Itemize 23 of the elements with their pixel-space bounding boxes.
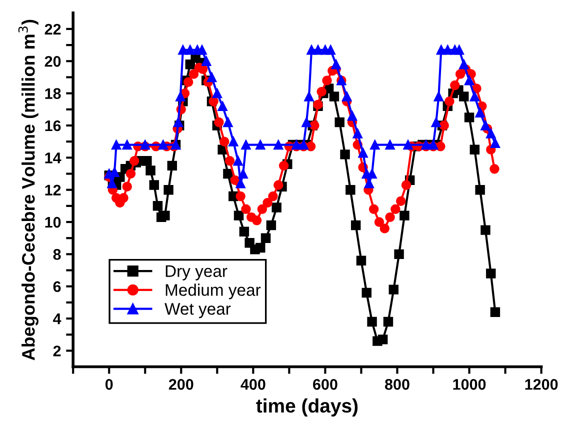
legend-label: Wet year bbox=[164, 303, 231, 318]
x-tick-label: 200 bbox=[168, 379, 194, 390]
y-axis-title: Abegondo-Cecebre Volume (million m$^{3}$) bbox=[18, 20, 38, 360]
y-tick-label: 10 bbox=[45, 216, 61, 228]
x-axis-title: time (days) bbox=[256, 398, 358, 417]
y-tick-label: 18 bbox=[45, 88, 61, 99]
y-tick-label: 14 bbox=[45, 152, 62, 164]
legend-label: Medium year bbox=[166, 284, 261, 300]
x-tick-label: 1000 bbox=[453, 379, 486, 390]
x-tick-label: 800 bbox=[384, 379, 410, 390]
y-tick-label: 16 bbox=[45, 120, 61, 132]
y-tick-label: 12 bbox=[45, 184, 61, 196]
y-tick-label: 20 bbox=[44, 56, 61, 67]
y-tick-label: 4 bbox=[53, 314, 62, 324]
x-tick-label: 1200 bbox=[525, 379, 558, 390]
x-tick-label: 0 bbox=[105, 379, 113, 390]
x-tick-label: 600 bbox=[313, 379, 338, 390]
y-tick-label: 8 bbox=[53, 249, 61, 260]
x-tick-label: 400 bbox=[240, 379, 266, 390]
y-tick-label: 22 bbox=[44, 24, 61, 34]
legend-label: Dry year bbox=[166, 265, 228, 280]
y-tick-label: 2 bbox=[53, 346, 61, 356]
y-tick-label: 6 bbox=[53, 281, 61, 292]
